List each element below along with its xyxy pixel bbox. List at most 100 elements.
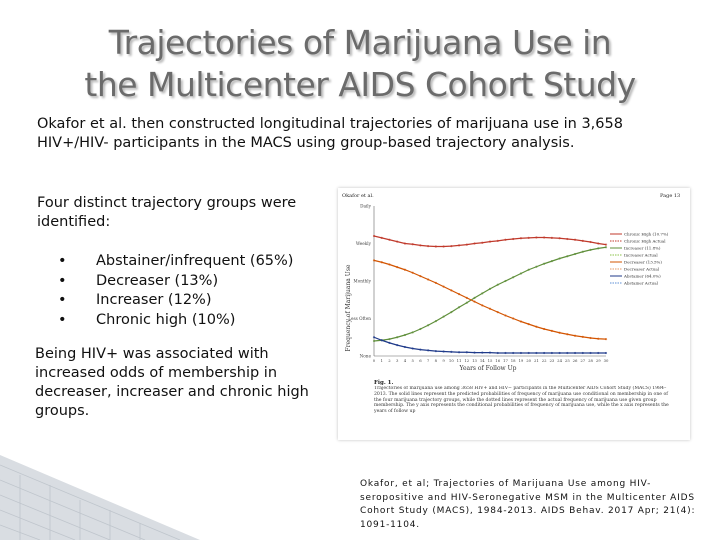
data-point [597, 247, 600, 250]
data-point [519, 320, 523, 323]
data-point [496, 239, 499, 242]
trajectory-group-list: • Abstainer/infrequent (65%) • Decreaser (… [37, 252, 327, 330]
data-point [488, 287, 492, 290]
data-point [535, 265, 538, 268]
data-point [543, 262, 546, 265]
list-item: • Increaser (12%) [37, 291, 327, 311]
y-axis-label: Frequency of Marijuana Use [345, 264, 352, 351]
x-tick-label: 14 [480, 358, 485, 363]
data-point [543, 327, 546, 331]
data-point [504, 314, 507, 317]
figure-caption-text: Trajectories of marijuana use among 3658… [374, 386, 669, 415]
data-point [434, 350, 437, 353]
data-point [427, 278, 430, 281]
data-point [427, 245, 430, 248]
x-tick-label: 29 [596, 358, 601, 363]
list-item: • Decreaser (13%) [37, 272, 327, 292]
data-point [403, 242, 407, 245]
data-point [457, 306, 461, 309]
data-point [566, 351, 569, 355]
x-tick-label: 11 [457, 358, 462, 363]
figure-caption: Trajectories of marijuana use among 3658… [374, 386, 669, 415]
x-tick-label: 24 [557, 358, 562, 363]
data-point [527, 351, 530, 355]
figure-caption-label: Fig. 1. [374, 380, 393, 386]
data-point [581, 335, 584, 338]
data-point [457, 293, 461, 296]
data-point [496, 351, 499, 355]
list-item: • Chronic high (10%) [37, 311, 327, 331]
data-point [434, 320, 437, 323]
y-tick-label: Weekly [356, 241, 372, 246]
x-tick-label: 4 [404, 358, 407, 363]
data-point [589, 336, 592, 340]
data-point [597, 242, 600, 245]
data-point [558, 237, 561, 240]
y-tick-label: Daily [360, 204, 372, 209]
data-point [403, 345, 407, 349]
group-label: Abstainer/infrequent (65%) [96, 253, 294, 269]
data-point [581, 239, 584, 242]
data-point [372, 339, 376, 343]
x-tick-label: 7 [427, 358, 430, 363]
data-point [372, 259, 376, 262]
data-point [573, 252, 577, 256]
data-point [543, 236, 546, 239]
x-tick-label: 6 [419, 358, 422, 363]
hiv-association-text: Being HIV+ was associated with increased… [35, 346, 309, 419]
x-tick-label: 10 [449, 358, 454, 363]
data-point [427, 349, 430, 352]
x-axis-label: Years of Follow Up [459, 365, 517, 372]
bullet: • [58, 253, 67, 269]
bullet: • [58, 292, 67, 308]
corner-decoration [0, 455, 200, 540]
data-point [512, 237, 515, 241]
data-point [558, 331, 561, 334]
data-point [566, 237, 569, 241]
bullet: • [58, 311, 67, 328]
trajectory-chart: Okafor et al. Page 13 Frequency of Marij… [342, 193, 680, 415]
trajectory-figure: Okafor et al. Page 13 Frequency of Marij… [338, 188, 690, 440]
data-point [527, 268, 530, 271]
figure-header-left: Okafor et al. [342, 193, 374, 199]
data-point [465, 351, 468, 354]
group-label: Chronic high (10%) [96, 311, 236, 328]
data-point [388, 263, 391, 266]
data-point [488, 351, 492, 354]
x-tick-label: 1 [381, 358, 383, 363]
data-point [512, 317, 515, 320]
data-point [372, 234, 376, 238]
data-point [535, 325, 538, 328]
x-tick-label: 9 [442, 358, 445, 363]
data-point [558, 257, 561, 260]
legend-label: Decreaser Actual [624, 267, 660, 272]
data-point [481, 351, 484, 354]
data-point [450, 245, 453, 248]
data-point [473, 351, 476, 354]
group-label: Increaser (12%) [96, 292, 212, 308]
data-point [450, 350, 453, 353]
data-point [535, 351, 538, 355]
data-point [550, 236, 553, 239]
data-point [403, 268, 407, 271]
data-point [434, 245, 437, 248]
data-point [388, 238, 391, 241]
data-point [589, 248, 592, 251]
data-point [442, 350, 445, 353]
legend-label: Increaser Actual [624, 253, 658, 258]
data-point [465, 243, 468, 246]
x-tick-label: 22 [542, 358, 547, 363]
data-point [442, 245, 445, 248]
x-tick-label: 15 [488, 358, 493, 363]
data-point [434, 281, 437, 284]
data-point [411, 347, 414, 350]
data-point [597, 351, 600, 355]
x-tick-label: 27 [580, 358, 585, 363]
data-point [550, 329, 553, 332]
data-point [589, 351, 592, 355]
data-point [380, 261, 383, 264]
slide-title: Trajectories of Marijuana Use in the Mul… [0, 22, 720, 106]
data-point [581, 351, 584, 355]
data-point [573, 351, 577, 355]
